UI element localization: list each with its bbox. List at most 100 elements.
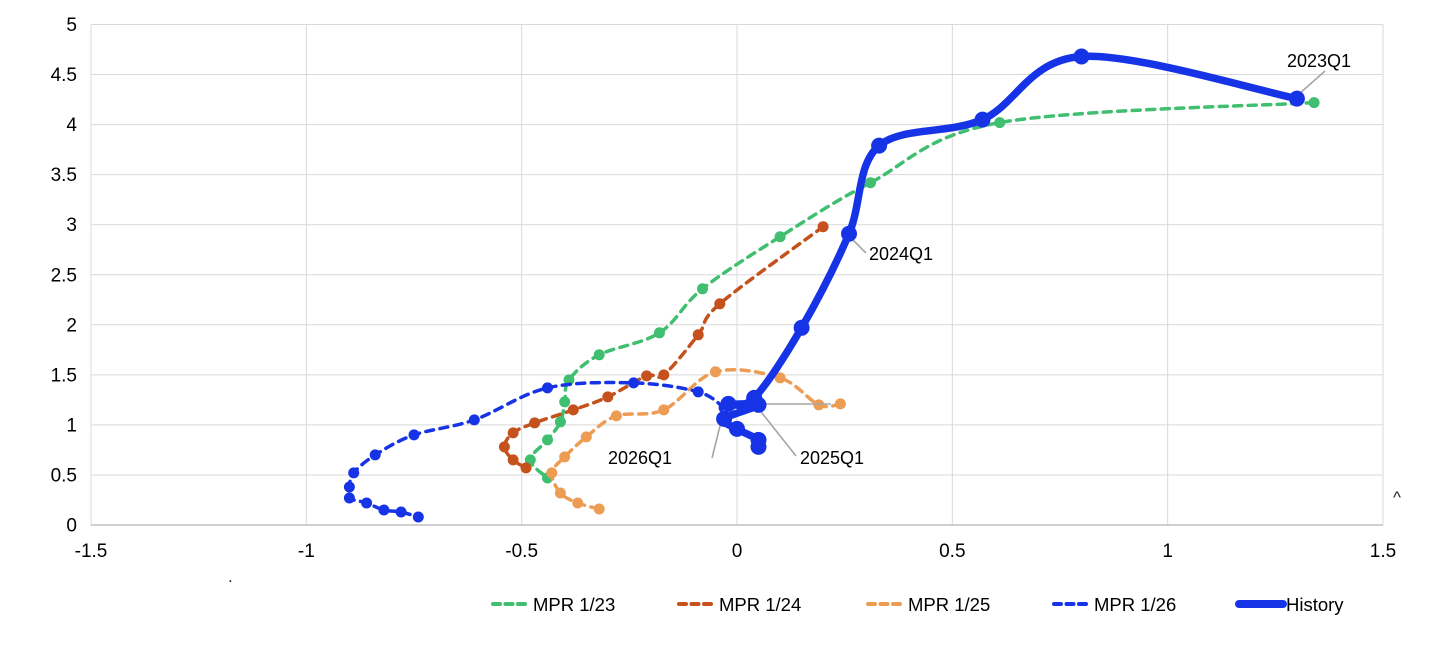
- data-point-mpr-1-25: [546, 467, 558, 479]
- series-history: [716, 48, 1305, 455]
- data-point-mpr-1-26: [395, 506, 407, 518]
- legend: MPR 1/23 MPR 1/24 MPR 1/25 MPR 1/26 History: [491, 594, 1344, 615]
- data-point-mpr-1-25: [554, 487, 566, 499]
- data-point-history: [793, 319, 810, 336]
- data-point-mpr-1-26: [628, 377, 640, 389]
- y-tick-label: 3: [66, 215, 77, 236]
- data-point-mpr-1-24: [658, 369, 670, 381]
- gridlines: [90, 24, 1384, 526]
- x-tick-label: -1.5: [75, 541, 108, 562]
- data-point-mpr-1-25: [572, 497, 584, 509]
- data-point-mpr-1-23: [542, 434, 553, 446]
- legend-item-mpr-1-24: MPR 1/24: [677, 594, 801, 615]
- data-point-mpr-1-23: [865, 177, 876, 189]
- stray-marks: ^.: [228, 488, 1401, 586]
- legend-label: MPR 1/23: [533, 594, 615, 615]
- series-mpr-1-25: [546, 366, 846, 515]
- data-point-mpr-1-23: [994, 117, 1006, 129]
- data-point-mpr-1-24: [498, 441, 510, 453]
- y-tick-label: 1: [66, 415, 77, 436]
- legend-label: MPR 1/24: [719, 594, 801, 615]
- data-point-mpr-1-24: [520, 462, 532, 474]
- data-point-mpr-1-24: [529, 417, 541, 429]
- legend-item-mpr-1-25: MPR 1/25: [866, 594, 990, 615]
- data-point-history: [720, 395, 737, 412]
- legend-label: MPR 1/25: [908, 594, 990, 615]
- data-point-mpr-1-25: [774, 372, 786, 384]
- y-tick-label: 2.5: [51, 265, 77, 286]
- data-point-mpr-1-23: [774, 231, 786, 243]
- series-line-mpr-1-23: [528, 100, 1316, 480]
- data-point-mpr-1-26: [468, 414, 480, 426]
- data-point-history: [729, 420, 745, 437]
- y-tick-label: 4: [66, 115, 77, 136]
- data-point-mpr-1-25: [559, 451, 571, 463]
- x-tick-label: 1.5: [1370, 541, 1396, 562]
- y-tick-label: 5: [66, 15, 77, 36]
- y-tick-label: 0.5: [51, 465, 77, 486]
- data-point-mpr-1-26: [369, 449, 381, 461]
- data-point-mpr-1-24: [507, 427, 519, 439]
- data-point-history: [871, 137, 888, 154]
- data-point-history: [1288, 90, 1305, 107]
- leader-line: [757, 407, 797, 457]
- data-point-mpr-1-25: [813, 399, 825, 411]
- data-point-mpr-1-26: [348, 467, 360, 479]
- data-point-mpr-1-26: [343, 481, 355, 493]
- history-series: [716, 48, 1305, 455]
- annotation-label: 2026Q1: [608, 448, 672, 468]
- series-mpr-1-24: [498, 221, 829, 474]
- series-mpr-1-23: [524, 97, 1320, 484]
- y-tick-label: 4.5: [51, 65, 77, 86]
- data-point-mpr-1-24: [714, 298, 726, 310]
- annotation-label: 2023Q1: [1287, 51, 1351, 71]
- data-point-mpr-1-25: [580, 431, 592, 443]
- axis-tick-labels: -1.5 -1 -0.5 0 0.5 1 1.5 0 0.5 1 1.5 2 2.5 3 3.5 4 4.5 5: [51, 15, 1397, 562]
- data-point-mpr-1-23: [563, 374, 575, 386]
- leader-line: [1298, 70, 1326, 95]
- stray-mark: .: [228, 567, 233, 586]
- data-point-mpr-1-26: [692, 386, 704, 398]
- data-point-mpr-1-26: [343, 492, 355, 504]
- data-point-mpr-1-23: [697, 283, 708, 295]
- data-point-mpr-1-25: [834, 398, 846, 410]
- x-tick-label: 0.5: [939, 541, 965, 562]
- data-series: [343, 97, 1320, 523]
- y-tick-label: 0: [66, 516, 77, 537]
- data-point-mpr-1-23: [654, 327, 665, 339]
- annotation-leader-lines: [711, 70, 1326, 459]
- legend-label: MPR 1/26: [1094, 594, 1176, 615]
- data-point-mpr-1-25: [658, 404, 670, 416]
- data-point-mpr-1-24: [692, 329, 704, 341]
- data-point-history: [750, 396, 767, 413]
- data-point-mpr-1-26: [542, 382, 553, 394]
- data-point-mpr-1-24: [507, 454, 519, 466]
- data-point-history: [1073, 48, 1090, 65]
- data-point-mpr-1-24: [567, 404, 579, 416]
- y-tick-label: 1.5: [51, 365, 77, 386]
- x-tick-label: 1: [1162, 541, 1173, 562]
- y-tick-label: 3.5: [51, 165, 77, 186]
- data-point-history: [716, 410, 733, 427]
- x-tick-label: -1: [298, 541, 315, 562]
- leader-line: [850, 237, 867, 254]
- data-point-mpr-1-23: [1308, 97, 1320, 109]
- annotation-labels: 2023Q1 2024Q1 2025Q1 2026Q1: [608, 51, 1351, 468]
- annotation-label: 2025Q1: [800, 448, 864, 468]
- data-point-mpr-1-24: [602, 391, 614, 403]
- data-point-history: [750, 438, 767, 455]
- data-point-mpr-1-25: [593, 503, 605, 515]
- data-point-history: [841, 225, 857, 242]
- legend-item-mpr-1-23: MPR 1/23: [491, 594, 615, 615]
- data-point-history: [974, 111, 991, 128]
- data-point-mpr-1-25: [710, 366, 721, 378]
- data-point-mpr-1-24: [817, 221, 829, 233]
- data-point-mpr-1-23: [559, 396, 571, 408]
- data-point-mpr-1-26: [378, 504, 390, 516]
- stray-mark: ^: [1393, 488, 1401, 507]
- data-point-mpr-1-26: [361, 497, 373, 509]
- series-line-history: [719, 52, 1301, 451]
- x-tick-label: 0: [732, 541, 743, 562]
